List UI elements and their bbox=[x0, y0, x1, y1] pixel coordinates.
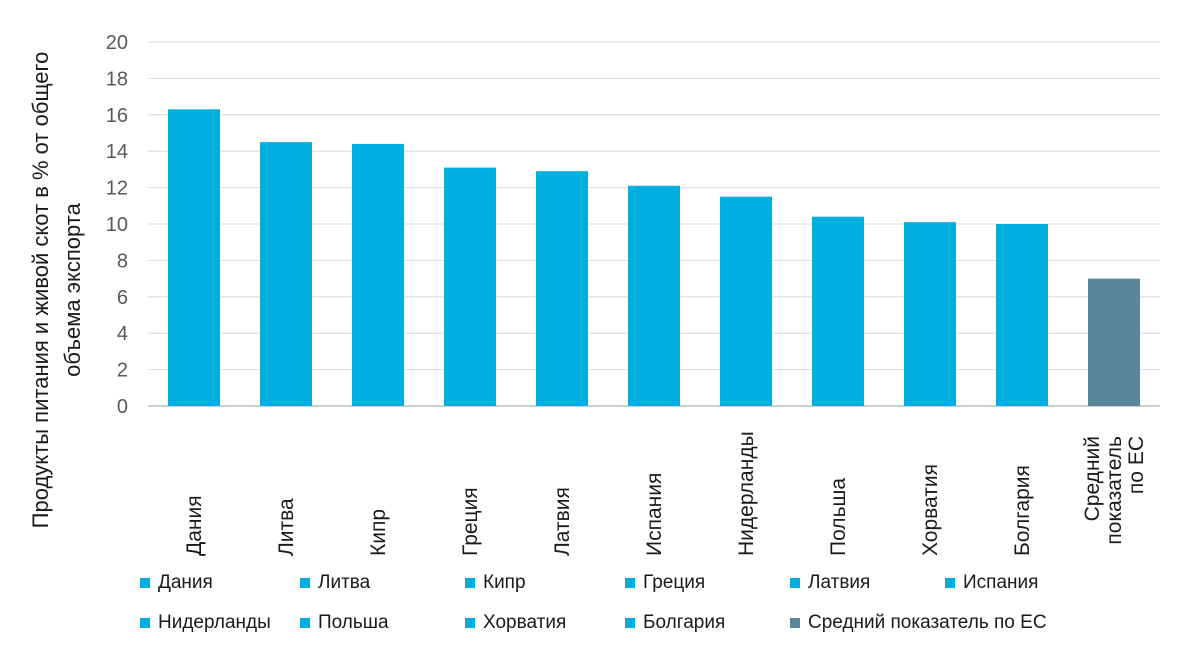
x-tick-label: по ЕС bbox=[1125, 436, 1148, 494]
legend-swatch bbox=[625, 578, 635, 588]
y-tick-label: 10 bbox=[106, 214, 128, 236]
y-tick-label: 2 bbox=[117, 360, 128, 382]
legend-label: Нидерланды bbox=[158, 612, 271, 633]
bar bbox=[904, 222, 956, 406]
legend-swatch bbox=[465, 618, 475, 628]
y-tick-label: 0 bbox=[117, 396, 128, 418]
y-axis-title: Продукты питания и живой скот в % от общ… bbox=[28, 52, 85, 529]
y-axis-title-line: Продукты питания и живой скот в % от общ… bbox=[28, 52, 53, 529]
bar bbox=[720, 196, 772, 406]
legend-label: Литва bbox=[318, 572, 371, 593]
y-axis-title-line: объема экспорта bbox=[60, 202, 85, 376]
legend-item: Средний показатель по ЕС bbox=[790, 612, 1047, 634]
legend-label: Хорватия bbox=[483, 612, 567, 633]
x-tick-labels: Дания Литва Кипр Греция Латвия Испания Нидерла… bbox=[183, 431, 1148, 556]
bar bbox=[352, 143, 404, 407]
legend-swatch bbox=[140, 578, 150, 588]
legend: Дания Литва Кипр Греция Латвия Испания Нидерла… bbox=[140, 572, 1180, 652]
legend-item: Нидерланды bbox=[140, 612, 271, 634]
legend-label: Средний показатель по ЕС bbox=[808, 612, 1047, 633]
legend-swatch bbox=[790, 578, 800, 588]
y-tick-label: 4 bbox=[117, 323, 128, 345]
legend-label: Кипр bbox=[483, 572, 526, 593]
legend-item: Польша bbox=[300, 612, 389, 634]
bar bbox=[812, 216, 864, 406]
legend-swatch bbox=[625, 618, 635, 628]
y-tick-label: 18 bbox=[106, 68, 128, 90]
legend-swatch bbox=[945, 578, 955, 588]
legend-label: Польша bbox=[318, 612, 389, 633]
x-tick-label: показатель bbox=[1103, 436, 1126, 545]
legend-item: Кипр bbox=[465, 572, 526, 594]
legend-item: Латвия bbox=[790, 572, 870, 594]
y-tick-label: 20 bbox=[106, 32, 128, 54]
y-tick-label: 16 bbox=[106, 105, 128, 127]
y-tick-label: 14 bbox=[106, 141, 128, 163]
y-tick-labels: 0 2 4 6 8 10 12 14 16 18 20 bbox=[106, 32, 128, 418]
legend-label: Дания bbox=[158, 572, 213, 593]
x-tick-label: Кипр bbox=[367, 509, 390, 556]
bar bbox=[260, 142, 312, 406]
bar bbox=[536, 171, 588, 406]
y-tick-label: 12 bbox=[106, 178, 128, 200]
bar bbox=[628, 185, 680, 406]
y-tick-label: 6 bbox=[117, 287, 128, 309]
x-tick-label: Болгария bbox=[1011, 465, 1034, 556]
legend-label: Болгария bbox=[643, 612, 726, 633]
x-tick-label: Греция bbox=[459, 487, 482, 556]
x-tick-label: Дания bbox=[183, 495, 206, 556]
x-tick-label: Польша bbox=[827, 478, 850, 556]
legend-item: Испания bbox=[945, 572, 1038, 594]
legend-item: Болгария bbox=[625, 612, 725, 634]
legend-swatch bbox=[300, 578, 310, 588]
legend-label: Греция bbox=[643, 572, 706, 593]
legend-item: Хорватия bbox=[465, 612, 566, 634]
legend-swatch bbox=[300, 618, 310, 628]
x-tick-label: Литва bbox=[275, 498, 298, 556]
legend-swatch bbox=[790, 618, 800, 628]
bars bbox=[168, 109, 1140, 407]
legend-item: Греция bbox=[625, 572, 705, 594]
legend-swatch bbox=[465, 578, 475, 588]
x-tick-label: Средний bbox=[1081, 436, 1104, 521]
x-tick-label: Латвия bbox=[551, 487, 574, 556]
x-tick-label: Нидерланды bbox=[735, 431, 758, 556]
bar bbox=[168, 109, 220, 406]
x-tick-label: Испания bbox=[643, 473, 666, 556]
x-tick-label: Хорватия bbox=[919, 464, 942, 556]
legend-item: Литва bbox=[300, 572, 370, 594]
legend-swatch bbox=[140, 618, 150, 628]
bar bbox=[444, 167, 496, 406]
bar bbox=[996, 224, 1048, 406]
legend-item: Дания bbox=[140, 572, 213, 594]
bar bbox=[1088, 278, 1140, 406]
legend-label: Латвия bbox=[808, 572, 871, 593]
legend-label: Испания bbox=[963, 572, 1039, 593]
y-tick-label: 8 bbox=[117, 250, 128, 272]
